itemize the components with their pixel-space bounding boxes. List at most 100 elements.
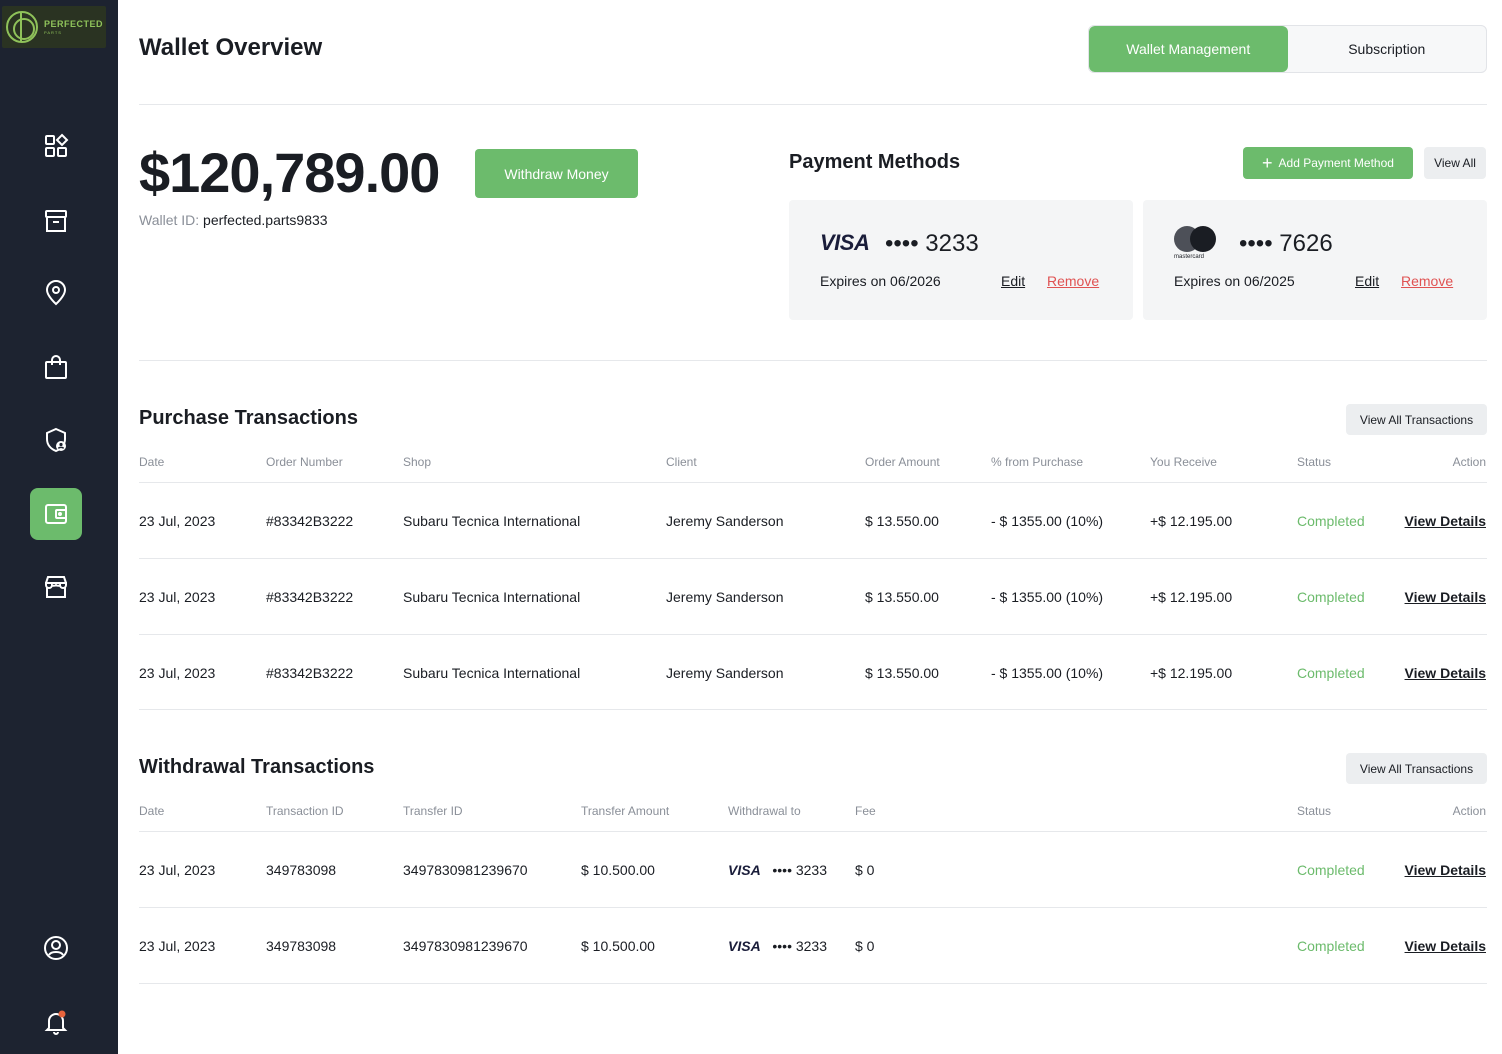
card-expiry: Expires on 06/2026 bbox=[820, 273, 941, 289]
cell-order-amount: $ 13.550.00 bbox=[865, 513, 939, 529]
view-all-purchase-transactions-button[interactable]: View All Transactions bbox=[1346, 404, 1487, 435]
mastercard-logo-text: mastercard bbox=[1174, 254, 1205, 260]
status-badge: Completed bbox=[1297, 589, 1365, 605]
divider bbox=[139, 360, 1487, 361]
view-details-link[interactable]: View Details bbox=[1404, 589, 1486, 605]
remove-card-link[interactable]: Remove bbox=[1047, 273, 1100, 289]
payment-methods-title: Payment Methods bbox=[789, 151, 961, 173]
storefront-icon bbox=[45, 576, 67, 598]
shield-user-icon bbox=[46, 427, 66, 453]
column-header: Date bbox=[139, 455, 165, 469]
cell-percent: - $ 1355.00 (10%) bbox=[991, 665, 1104, 681]
card-number: •••• 3233 bbox=[885, 230, 979, 257]
column-header: Shop bbox=[403, 455, 432, 469]
status-badge: Completed bbox=[1297, 938, 1365, 954]
column-header: Action bbox=[1452, 804, 1486, 818]
page-title: Wallet Overview bbox=[139, 34, 323, 61]
visa-logo-icon: VISA bbox=[820, 230, 870, 255]
mastercard-logo-icon: mastercard bbox=[1174, 226, 1218, 262]
sidebar-item-notifications[interactable] bbox=[30, 996, 82, 1048]
edit-card-link[interactable]: Edit bbox=[1001, 273, 1026, 289]
cell-transfer-id: 3497830981239670 bbox=[403, 938, 528, 954]
column-header: Fee bbox=[855, 804, 876, 818]
cell-order-number: #83342B3222 bbox=[266, 513, 354, 529]
sidebar-item-security[interactable] bbox=[30, 414, 82, 466]
card-expiry: Expires on 06/2025 bbox=[1174, 273, 1295, 289]
visa-logo-icon: VISA bbox=[728, 862, 761, 878]
view-details-link[interactable]: View Details bbox=[1404, 665, 1486, 681]
status-badge: Completed bbox=[1297, 862, 1365, 878]
cell-shop: Subaru Tecnica International bbox=[403, 665, 581, 681]
cell-withdrawal-to: VISA •••• 3233 bbox=[728, 862, 827, 878]
remove-card-link[interactable]: Remove bbox=[1401, 273, 1454, 289]
status-badge: Completed bbox=[1297, 665, 1365, 681]
cell-order-number: #83342B3222 bbox=[266, 589, 354, 605]
sidebar-item-location[interactable] bbox=[30, 267, 82, 319]
row-divider bbox=[139, 831, 1487, 832]
cell-date: 23 Jul, 2023 bbox=[139, 862, 216, 878]
cell-percent: - $ 1355.00 (10%) bbox=[991, 513, 1104, 529]
column-header: Withdrawal to bbox=[728, 804, 801, 818]
cell-order-number: #83342B3222 bbox=[266, 665, 354, 681]
column-header: Order Number bbox=[266, 455, 343, 469]
column-header: Transaction ID bbox=[266, 804, 344, 818]
view-all-withdrawal-transactions-button[interactable]: View All Transactions bbox=[1346, 753, 1487, 784]
cell-date: 23 Jul, 2023 bbox=[139, 665, 216, 681]
add-payment-method-label: Add Payment Method bbox=[1278, 156, 1394, 170]
cell-shop: Subaru Tecnica International bbox=[403, 513, 581, 529]
view-switcher: Wallet Management Subscription bbox=[1088, 25, 1487, 73]
payment-card-mastercard: mastercard •••• 7626 Expires on 06/2025 … bbox=[1143, 200, 1487, 320]
tab-wallet-management[interactable]: Wallet Management bbox=[1089, 26, 1288, 72]
sidebar-item-archive[interactable] bbox=[30, 195, 82, 247]
sidebar-item-orders[interactable] bbox=[30, 341, 82, 393]
cell-you-receive: +$ 12.195.00 bbox=[1150, 513, 1233, 529]
shopping-bag-icon bbox=[45, 355, 67, 379]
card-number: •••• 3233 bbox=[772, 938, 827, 954]
wallet-id: Wallet ID: perfected.parts9833 bbox=[139, 212, 328, 228]
withdrawal-transactions-title: Withdrawal Transactions bbox=[139, 756, 375, 778]
withdraw-money-button[interactable]: Withdraw Money bbox=[475, 149, 638, 198]
cell-transaction-id: 349783098 bbox=[266, 862, 337, 878]
cell-client: Jeremy Sanderson bbox=[666, 513, 784, 529]
column-header: Order Amount bbox=[865, 455, 940, 469]
user-circle-icon bbox=[44, 936, 68, 960]
sidebar-item-dashboard[interactable] bbox=[30, 120, 82, 172]
purchase-transactions-title: Purchase Transactions bbox=[139, 407, 358, 429]
column-header: Transfer ID bbox=[403, 804, 463, 818]
column-header: Status bbox=[1297, 804, 1332, 818]
cell-order-amount: $ 13.550.00 bbox=[865, 665, 939, 681]
sidebar-item-profile[interactable] bbox=[30, 922, 82, 974]
wallet-balance: $120,789.00 bbox=[139, 141, 440, 204]
column-header: % from Purchase bbox=[991, 455, 1084, 469]
cell-transfer-amount: $ 10.500.00 bbox=[581, 862, 655, 878]
column-header: Status bbox=[1297, 455, 1332, 469]
tab-subscription[interactable]: Subscription bbox=[1348, 41, 1426, 57]
view-details-link[interactable]: View Details bbox=[1404, 862, 1486, 878]
card-number: •••• 3233 bbox=[772, 862, 827, 878]
cell-client: Jeremy Sanderson bbox=[666, 665, 784, 681]
view-details-link[interactable]: View Details bbox=[1404, 513, 1486, 529]
edit-card-link[interactable]: Edit bbox=[1355, 273, 1380, 289]
logo-subtext: PARTS bbox=[44, 29, 62, 35]
row-divider bbox=[139, 983, 1487, 984]
cell-date: 23 Jul, 2023 bbox=[139, 513, 216, 529]
column-header: You Receive bbox=[1150, 455, 1217, 469]
divider bbox=[139, 104, 1487, 105]
row-divider bbox=[139, 634, 1487, 635]
cell-date: 23 Jul, 2023 bbox=[139, 589, 216, 605]
logo-text: PERFECTED bbox=[44, 18, 104, 29]
sidebar-item-wallet[interactable] bbox=[30, 488, 82, 540]
wallet-icon bbox=[45, 504, 67, 524]
view-details-link[interactable]: View Details bbox=[1404, 938, 1486, 954]
row-divider bbox=[139, 709, 1487, 710]
row-divider bbox=[139, 907, 1487, 908]
sidebar-item-store[interactable] bbox=[30, 561, 82, 613]
logo-icon bbox=[6, 11, 38, 43]
card-number: •••• 7626 bbox=[1239, 230, 1333, 257]
column-header: Date bbox=[139, 804, 165, 818]
add-payment-method-button[interactable]: + Add Payment Method bbox=[1243, 147, 1413, 179]
status-badge: Completed bbox=[1297, 513, 1365, 529]
view-all-payment-methods-button[interactable]: View All bbox=[1424, 147, 1486, 179]
cell-you-receive: +$ 12.195.00 bbox=[1150, 665, 1233, 681]
logo[interactable]: PERFECTED PARTS bbox=[2, 6, 106, 48]
